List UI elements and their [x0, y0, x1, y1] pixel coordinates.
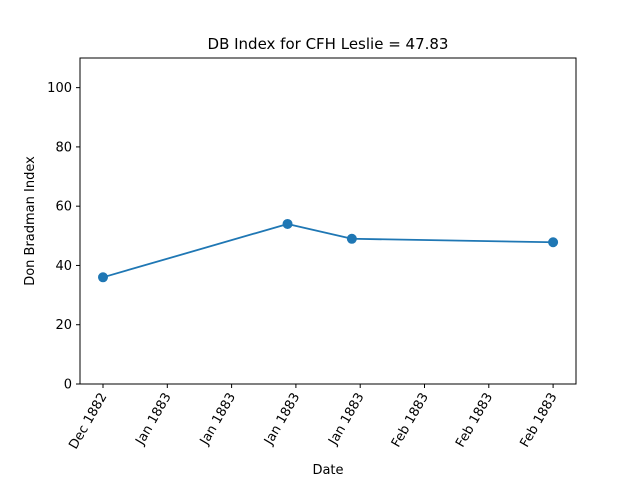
- series-layer: [98, 218, 559, 283]
- y-axis-ticks: 0 20 40 60 80 100: [47, 81, 80, 393]
- y-tick-label: 20: [55, 318, 72, 333]
- data-point: [98, 272, 108, 283]
- chart-title: DB Index for CFH Leslie = 47.83: [208, 35, 449, 53]
- y-tick-label: 80: [55, 140, 72, 155]
- plot-frame: [79, 57, 577, 385]
- y-axis-label: Don Bradman Index: [23, 156, 38, 286]
- series-line: [102, 223, 554, 279]
- y-tick-label: 100: [47, 81, 72, 96]
- y-tick-label: 60: [55, 200, 72, 215]
- x-axis-label: Date: [312, 463, 343, 478]
- y-tick-label: 0: [64, 378, 72, 393]
- data-point: [282, 218, 293, 229]
- y-tick-label: 40: [55, 259, 72, 274]
- data-point: [548, 237, 559, 248]
- data-point: [346, 233, 357, 244]
